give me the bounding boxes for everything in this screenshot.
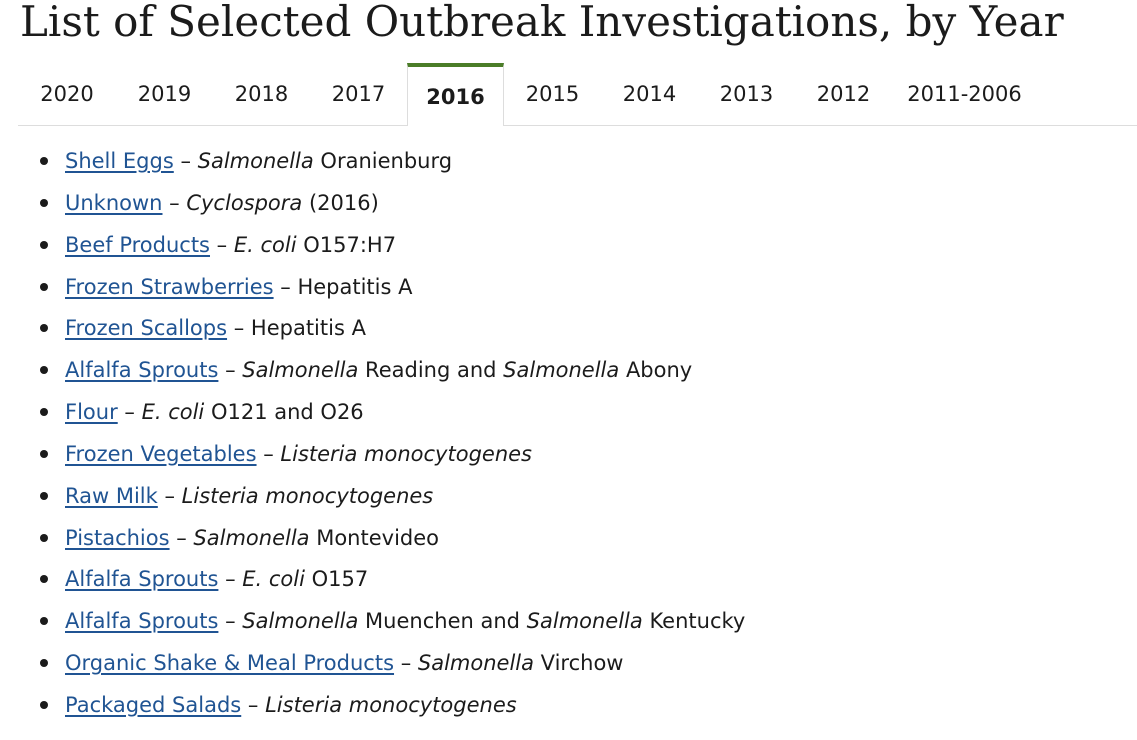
pathogen-text: Muenchen and — [358, 609, 527, 634]
list-item: Frozen Scallops – Hepatitis A — [40, 307, 745, 349]
pathogen-text: Salmonella — [526, 609, 643, 634]
separator-dash: – — [218, 609, 243, 634]
list-item: Raw Milk – Listeria monocytogenes — [40, 475, 745, 517]
separator-dash: – — [157, 483, 182, 508]
pathogen-text: E. coli — [233, 232, 297, 257]
outbreak-link[interactable]: Pistachios — [65, 525, 170, 550]
tab-2016[interactable]: 2016 — [407, 63, 504, 126]
pathogen-text: O121 and O26 — [204, 400, 364, 425]
list-item: Flour – E. coli O121 and O26 — [40, 391, 745, 433]
bullet-icon — [40, 659, 48, 668]
bullet-icon — [40, 324, 48, 333]
outbreak-link[interactable]: Flour — [65, 400, 118, 425]
list-item: Alfalfa Sprouts – Salmonella Reading and… — [40, 349, 745, 391]
list-item: Unknown – Cyclospora (2016) — [40, 182, 745, 224]
bullet-icon — [40, 700, 48, 709]
separator-dash: – — [241, 692, 266, 717]
pathogen-text: O157:H7 — [296, 232, 397, 257]
bullet-icon — [40, 575, 48, 584]
separator-dash: – — [117, 400, 142, 425]
tab-2011-2006[interactable]: 2011-2006 — [907, 82, 1022, 106]
separator-dash: – — [162, 190, 187, 215]
outbreak-link[interactable]: Packaged Salads — [65, 692, 242, 717]
page-title: List of Selected Outbreak Investigations… — [20, 0, 1064, 46]
pathogen-text: Kentucky — [642, 609, 746, 634]
separator-dash: – — [173, 149, 198, 173]
pathogen-text: Montevideo — [309, 525, 439, 550]
bullet-icon — [40, 198, 48, 207]
bullet-icon — [40, 617, 48, 626]
outbreak-list: Shell Eggs – Salmonella Oranienburg Unkno… — [40, 140, 745, 726]
outbreak-link[interactable]: Raw Milk — [65, 483, 158, 508]
bullet-icon — [40, 157, 48, 165]
pathogen-text: E. coli — [141, 400, 205, 425]
tab-2017[interactable]: 2017 — [331, 82, 386, 106]
list-item: Pistachios – Salmonella Montevideo — [40, 517, 745, 559]
separator-dash: – — [210, 232, 234, 257]
pathogen-text: Salmonella — [242, 358, 359, 383]
bullet-icon — [40, 282, 48, 291]
separator-dash: – — [218, 358, 243, 383]
pathogen-text: Salmonella — [503, 358, 620, 383]
list-item: Packaged Salads – Listeria monocytogenes — [40, 684, 745, 726]
tab-2020[interactable]: 2020 — [40, 82, 94, 106]
tab-2014[interactable]: 2014 — [622, 82, 677, 106]
separator-dash: – — [394, 651, 418, 676]
list-item: Alfalfa Sprouts – Salmonella Muenchen an… — [40, 600, 745, 642]
separator-dash: – — [273, 274, 298, 299]
bullet-icon — [40, 408, 48, 417]
year-tabs: 2020 2019 2018 2017 2016 2015 2014 2013 2012 2011… — [18, 63, 1137, 126]
pathogen-text: Hepatitis A — [297, 274, 413, 299]
pathogen-text: Cyclospora — [186, 190, 303, 215]
pathogen-text: Salmonella — [193, 525, 310, 550]
tab-2015[interactable]: 2015 — [525, 82, 580, 106]
bullet-icon — [40, 366, 48, 375]
list-item: Frozen Vegetables – Listeria monocytogen… — [40, 433, 745, 475]
pathogen-text: Salmonella — [417, 651, 534, 676]
pathogen-text: Salmonella — [197, 149, 314, 173]
outbreak-link[interactable]: Alfalfa Sprouts — [65, 358, 219, 383]
tab-2019[interactable]: 2019 — [137, 82, 192, 106]
list-item: Beef Products – E. coli O157:H7 — [40, 224, 745, 266]
outbreak-link[interactable]: Alfalfa Sprouts — [65, 609, 219, 634]
tab-2013[interactable]: 2013 — [719, 82, 774, 106]
separator-dash: – — [218, 567, 243, 592]
pathogen-text: Abony — [619, 358, 693, 383]
list-item: Frozen Strawberries – Hepatitis A — [40, 266, 745, 308]
pathogen-text: Listeria monocytogenes — [181, 483, 434, 508]
pathogen-text: (2016) — [302, 190, 379, 215]
outbreak-link[interactable]: Frozen Scallops — [65, 316, 228, 341]
bullet-icon — [40, 240, 48, 249]
bullet-icon — [40, 449, 48, 458]
pathogen-text: E. coli — [242, 567, 305, 592]
separator-dash: – — [169, 525, 194, 550]
pathogen-text: Reading and — [358, 358, 504, 383]
pathogen-text: Oranienburg — [313, 149, 453, 173]
outbreak-link[interactable]: Organic Shake & Meal Products — [65, 651, 395, 676]
pathogen-text: Hepatitis A — [250, 316, 366, 341]
outbreak-link[interactable]: Shell Eggs — [65, 149, 174, 173]
pathogen-text: Virchow — [534, 651, 624, 676]
outbreak-link[interactable]: Alfalfa Sprouts — [65, 567, 219, 592]
list-item: Organic Shake & Meal Products – Salmonel… — [40, 642, 745, 684]
outbreak-link[interactable]: Beef Products — [65, 232, 210, 257]
separator-dash: – — [227, 316, 251, 341]
tab-2012[interactable]: 2012 — [816, 82, 871, 106]
pathogen-text: Listeria monocytogenes — [265, 692, 517, 717]
pathogen-text: O157 — [304, 567, 369, 592]
tab-2018[interactable]: 2018 — [234, 82, 289, 106]
bullet-icon — [40, 491, 48, 500]
pathogen-text: Salmonella — [242, 609, 359, 634]
outbreak-link[interactable]: Frozen Vegetables — [65, 441, 257, 466]
outbreak-link[interactable]: Frozen Strawberries — [65, 274, 274, 299]
pathogen-text: Listeria monocytogenes — [280, 441, 532, 466]
list-item: Shell Eggs – Salmonella Oranienburg — [40, 140, 745, 182]
separator-dash: – — [256, 441, 281, 466]
list-item: Alfalfa Sprouts – E. coli O157 — [40, 558, 745, 600]
bullet-icon — [40, 533, 48, 542]
outbreak-link[interactable]: Unknown — [65, 190, 163, 215]
